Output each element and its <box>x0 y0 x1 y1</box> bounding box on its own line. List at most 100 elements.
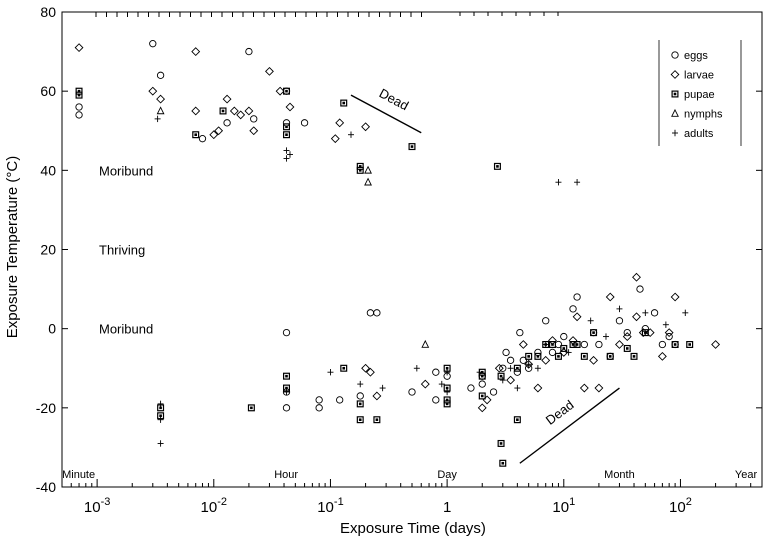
diamond-marker <box>594 383 604 393</box>
x-tick-label: 102 <box>669 496 692 516</box>
adults-point <box>157 400 164 408</box>
larvae-point <box>524 359 534 369</box>
pupae-point <box>548 340 556 349</box>
diamond-marker <box>74 43 84 53</box>
diamond-marker <box>506 375 516 385</box>
legend-label: adults <box>684 128 714 140</box>
x-axis-title: Exposure Time (days) <box>340 520 486 537</box>
adults-point <box>327 369 334 376</box>
circle-marker <box>467 384 475 392</box>
y-tick-label: -20 <box>36 400 56 416</box>
eggs-point <box>569 305 577 313</box>
square-marker <box>497 439 505 447</box>
larvae-point <box>156 94 166 104</box>
legend: eggs larvae pupae nymphs adults <box>658 40 742 146</box>
circle-marker <box>499 364 507 372</box>
diamond-marker <box>191 106 201 116</box>
nymphs-point <box>364 177 372 186</box>
diamond-marker <box>330 134 340 144</box>
eggs-point <box>650 309 659 317</box>
diamond-marker <box>236 110 246 120</box>
larvae-point <box>589 355 599 365</box>
circle-marker <box>198 135 207 143</box>
larvae-point <box>594 383 604 393</box>
square-marker-inner <box>499 374 503 378</box>
eggs-point <box>156 71 165 79</box>
square-marker-inner <box>77 93 81 97</box>
square-marker-inner <box>557 355 560 358</box>
eggs-point <box>560 332 568 341</box>
adults-point <box>499 376 506 384</box>
larvae-point <box>361 122 371 132</box>
eggs-point <box>245 47 253 56</box>
circle-marker <box>506 356 515 364</box>
square-marker-inner <box>285 125 288 129</box>
square-marker-inner <box>480 374 484 378</box>
square-marker <box>590 329 598 337</box>
larvae-point <box>518 340 528 349</box>
diamond-marker <box>622 332 632 342</box>
circle-marker <box>548 348 557 357</box>
square-marker <box>282 372 290 380</box>
diamond-marker <box>632 312 641 322</box>
square-marker-inner <box>592 331 595 334</box>
series-nymphs <box>156 106 430 348</box>
adults-point <box>283 388 290 396</box>
circle-marker <box>408 388 416 396</box>
adults-point <box>662 321 669 328</box>
square-marker-inner <box>358 402 362 406</box>
pupae-point <box>443 400 451 408</box>
circle-marker <box>149 40 157 48</box>
diamond-marker <box>361 363 371 373</box>
eggs-point <box>282 119 291 127</box>
legend-label: larvae <box>684 70 714 82</box>
adults-point <box>542 341 549 348</box>
larvae-point <box>249 126 259 136</box>
pupae-point <box>356 162 364 170</box>
square-marker <box>497 372 505 380</box>
eggs-point <box>513 368 522 376</box>
eggs-point <box>665 332 673 341</box>
time-scale-label: Day <box>437 469 457 481</box>
dead-label: Dead <box>377 85 411 113</box>
square-marker-inner <box>536 355 540 358</box>
circle-marker <box>366 309 375 317</box>
diamond-marker <box>209 130 219 140</box>
diamond-marker <box>482 395 492 405</box>
circle-marker <box>315 404 323 412</box>
square-marker-inner <box>221 109 225 113</box>
adults-point <box>587 317 594 324</box>
legend-label: pupae <box>684 89 715 101</box>
dead-label: Dead <box>543 397 577 428</box>
eggs-point <box>250 115 258 123</box>
square-marker <box>534 352 542 360</box>
diamond-marker <box>148 86 158 96</box>
circle-marker <box>519 356 527 364</box>
circle-marker <box>615 317 624 325</box>
adults-point <box>574 179 581 186</box>
eggs-point <box>366 309 375 317</box>
eggs-point <box>542 317 550 325</box>
square-marker-inner <box>496 165 499 168</box>
pupae-point <box>686 340 694 349</box>
circle-marker <box>671 51 679 59</box>
dead-boundary-line <box>519 387 620 464</box>
square-marker <box>282 87 290 95</box>
circle-marker <box>665 332 673 341</box>
eggs-point <box>573 293 581 301</box>
eggs-point <box>534 348 542 357</box>
larvae-point <box>191 47 201 57</box>
nymphs-point <box>421 339 430 348</box>
eggs-point <box>198 135 207 143</box>
square-marker <box>499 459 507 467</box>
square-marker-inner <box>480 394 484 398</box>
larvae-point <box>632 272 641 282</box>
diamond-marker <box>477 403 487 413</box>
circle-marker <box>336 396 344 404</box>
triangle-marker <box>421 339 430 348</box>
larvae-point <box>244 106 254 116</box>
zone-label: Thriving <box>99 243 145 258</box>
pupae-point <box>192 131 200 139</box>
larvae-point <box>645 328 655 338</box>
